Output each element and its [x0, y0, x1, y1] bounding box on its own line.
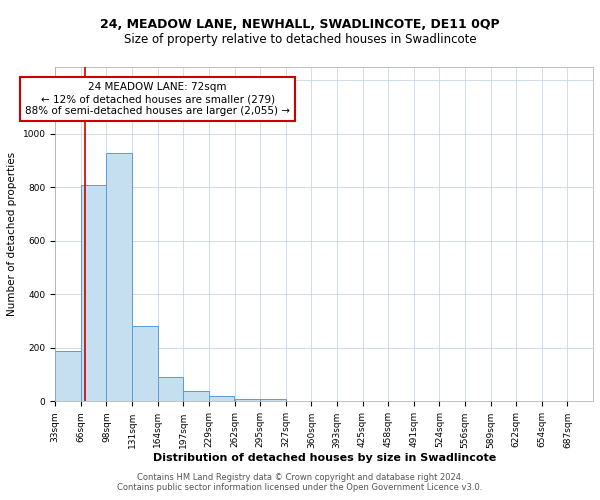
Text: 24 MEADOW LANE: 72sqm
← 12% of detached houses are smaller (279)
88% of semi-det: 24 MEADOW LANE: 72sqm ← 12% of detached … [25, 82, 290, 116]
Bar [106, 152, 132, 402]
Text: Size of property relative to detached houses in Swadlincote: Size of property relative to detached ho… [124, 32, 476, 46]
X-axis label: Distribution of detached houses by size in Swadlincote: Distribution of detached houses by size … [152, 453, 496, 463]
Text: Contains HM Land Registry data © Crown copyright and database right 2024.
Contai: Contains HM Land Registry data © Crown c… [118, 473, 482, 492]
Bar [158, 378, 183, 402]
Y-axis label: Number of detached properties: Number of detached properties [7, 152, 17, 316]
Bar [260, 398, 286, 402]
Bar [132, 326, 158, 402]
Text: 24, MEADOW LANE, NEWHALL, SWADLINCOTE, DE11 0QP: 24, MEADOW LANE, NEWHALL, SWADLINCOTE, D… [100, 18, 500, 30]
Bar [183, 390, 209, 402]
Bar [235, 398, 260, 402]
Bar [209, 396, 235, 402]
Bar [55, 350, 81, 402]
Bar [81, 184, 106, 402]
